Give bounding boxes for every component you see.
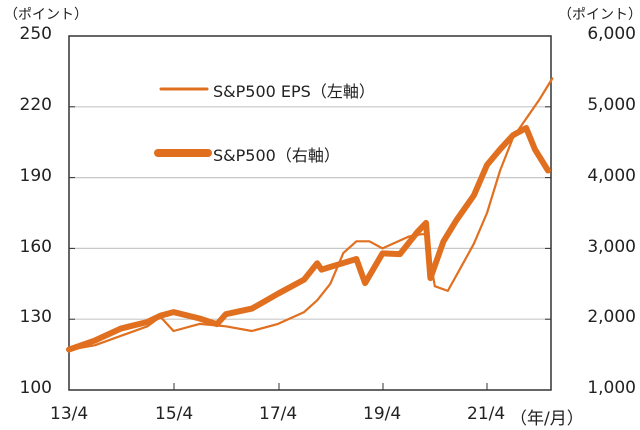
right-tick-6000: 6,000 [587, 24, 636, 44]
right-tick-4000: 4,000 [587, 166, 636, 186]
x-tick-13-4: 13/4 [50, 404, 89, 424]
left-tick-250: 250 [19, 24, 52, 44]
x-tick-21-4: 21/4 [467, 404, 506, 424]
x-axis-unit: （年/月） [510, 409, 584, 429]
plot-frame [68, 35, 552, 391]
right-axis-unit: （ポイント） [558, 7, 640, 23]
x-tick-15-4: 15/4 [155, 404, 194, 424]
left-tick-160: 160 [19, 237, 52, 257]
right-tick-1000: 1,000 [587, 378, 636, 398]
legend-eps-label: S&P500 EPS（左軸） [213, 82, 375, 101]
right-tick-3000: 3,000 [587, 237, 636, 257]
left-axis-unit: （ポイント） [4, 7, 88, 23]
left-tick-190: 190 [19, 166, 52, 186]
series-eps-line [67, 77, 554, 351]
x-tick-19-4: 19/4 [363, 404, 402, 424]
x-tick-17-4: 17/4 [259, 404, 298, 424]
right-tick-2000: 2,000 [587, 307, 636, 327]
left-tick-220: 220 [19, 95, 52, 115]
gridlines [69, 106, 551, 320]
legend-sp500-label: S&P500（右軸） [213, 146, 340, 165]
left-tick-100: 100 [19, 378, 52, 398]
right-tick-5000: 5,000 [587, 95, 636, 115]
left-tick-130: 130 [19, 307, 52, 327]
axis-ticks [69, 106, 551, 390]
series-sp500-line [66, 125, 551, 353]
